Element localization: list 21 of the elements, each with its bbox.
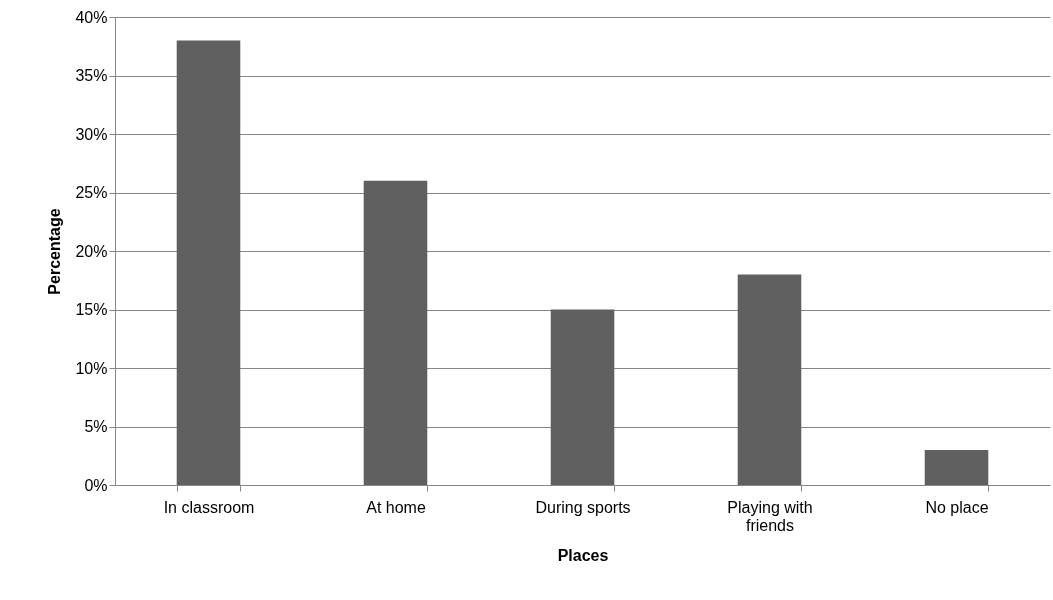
x-axis-title: Places <box>557 546 609 564</box>
y-tick-label: 5% <box>84 418 108 435</box>
bar <box>550 309 615 485</box>
y-tick-label: 30% <box>75 125 108 143</box>
y-tick-label: 40% <box>75 8 108 26</box>
x-tick-label: Playing with friends <box>727 498 813 534</box>
y-tick-label: 10% <box>75 359 108 377</box>
x-tick-label: In classroom <box>163 498 255 516</box>
x-tick-label: During sports <box>535 498 631 516</box>
bar <box>363 180 428 485</box>
bar <box>924 449 989 485</box>
y-tick-label: 20% <box>75 242 108 260</box>
y-tick-label: 0% <box>84 476 108 494</box>
y-axis-title: Percentage <box>46 208 64 295</box>
bar <box>176 40 241 485</box>
x-tick-label: At home <box>366 498 426 516</box>
y-tick-label: 15% <box>75 301 108 318</box>
y-tick-label: 25% <box>75 184 108 201</box>
y-tick-label: 35% <box>75 67 108 84</box>
x-tick-label: No place <box>925 498 989 516</box>
bar <box>737 274 802 485</box>
